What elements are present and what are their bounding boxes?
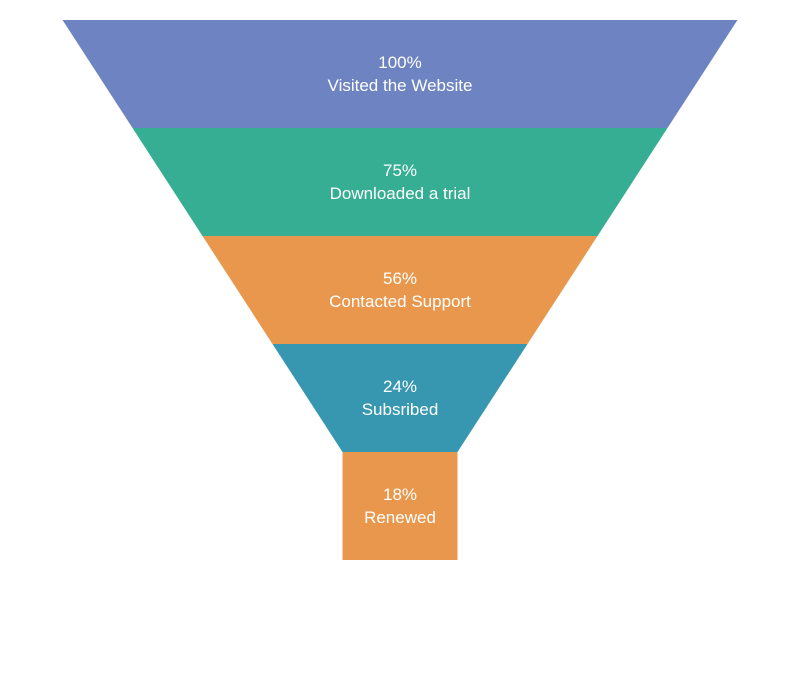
funnel-chart: 100% Visited the Website 75% Downloaded … <box>0 0 800 689</box>
funnel-svg <box>0 0 800 689</box>
funnel-stage-1 <box>63 20 738 128</box>
funnel-stage-3 <box>203 236 598 344</box>
funnel-stage-2 <box>133 128 668 236</box>
funnel-stage-4 <box>273 344 528 452</box>
funnel-stage-5 <box>343 452 458 560</box>
